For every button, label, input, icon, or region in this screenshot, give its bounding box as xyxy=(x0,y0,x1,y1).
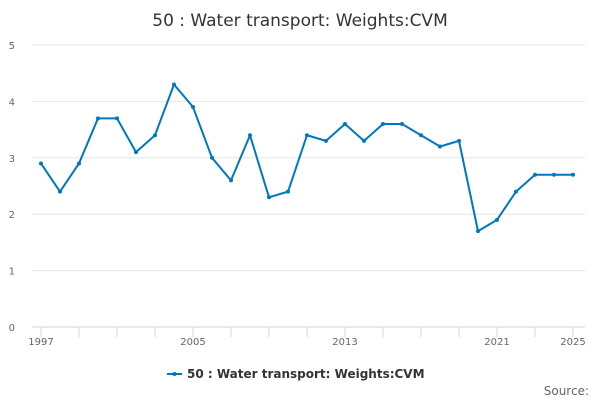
y-tick-label: 2 xyxy=(9,210,15,221)
data-point xyxy=(134,150,138,155)
data-point xyxy=(96,116,100,121)
data-point xyxy=(343,121,347,126)
legend-marker-icon xyxy=(172,372,177,376)
data-point xyxy=(153,133,157,138)
y-tick-label: 1 xyxy=(9,267,15,278)
y-tick-label: 0 xyxy=(9,323,15,334)
data-point xyxy=(419,133,423,138)
y-tick-label: 4 xyxy=(9,97,15,108)
legend[interactable]: 50 : Water transport: Weights:CVM xyxy=(167,367,425,381)
data-point xyxy=(400,121,404,126)
data-point xyxy=(248,133,252,138)
chart-title: 50 : Water transport: Weights:CVM xyxy=(152,11,447,31)
data-point xyxy=(286,189,290,194)
data-point xyxy=(381,121,385,126)
data-point xyxy=(77,161,81,166)
x-tick-label: 2005 xyxy=(180,337,205,348)
y-tick-label: 5 xyxy=(9,41,15,52)
data-point xyxy=(552,172,556,177)
x-tick-label: 2021 xyxy=(484,337,509,348)
data-point xyxy=(39,161,43,166)
data-point xyxy=(438,144,442,149)
data-point xyxy=(533,172,537,177)
data-point xyxy=(495,217,499,222)
y-tick-label: 3 xyxy=(9,154,15,165)
data-point xyxy=(476,229,480,234)
data-point xyxy=(58,189,62,194)
legend-label[interactable]: 50 : Water transport: Weights:CVM xyxy=(187,367,425,381)
x-tick-label: 1997 xyxy=(28,337,53,348)
data-point xyxy=(115,116,119,121)
data-point xyxy=(229,178,233,183)
data-point xyxy=(324,138,328,143)
data-point xyxy=(191,105,195,110)
data-point xyxy=(210,155,214,160)
x-tick-label: 2025 xyxy=(560,337,585,348)
data-point xyxy=(305,133,309,138)
data-point xyxy=(172,82,176,87)
data-point xyxy=(571,172,575,177)
data-point xyxy=(457,138,461,143)
data-point xyxy=(362,138,366,143)
data-point xyxy=(267,195,271,200)
x-tick-label: 2013 xyxy=(332,337,357,348)
data-point xyxy=(514,189,518,194)
source-label: Source: xyxy=(544,384,589,398)
